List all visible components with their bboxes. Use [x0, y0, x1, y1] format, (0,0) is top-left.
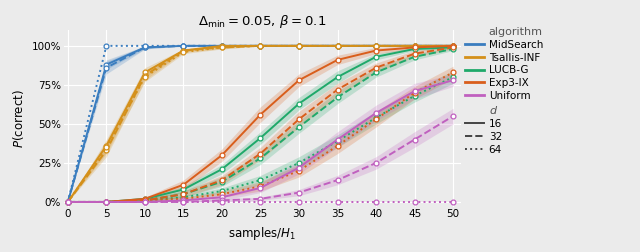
Title: $\Delta_{\min} = 0.05,\, \beta = 0.1$: $\Delta_{\min} = 0.05,\, \beta = 0.1$ — [198, 13, 326, 30]
X-axis label: samples/$H_1$: samples/$H_1$ — [228, 225, 296, 242]
Legend: algorithm, MidSearch, Tsallis-INF, LUCB-G, Exp3-IX, Uniform, $d$, 16, 32, 64: algorithm, MidSearch, Tsallis-INF, LUCB-… — [465, 27, 543, 155]
Y-axis label: $P$(correct): $P$(correct) — [11, 89, 26, 148]
